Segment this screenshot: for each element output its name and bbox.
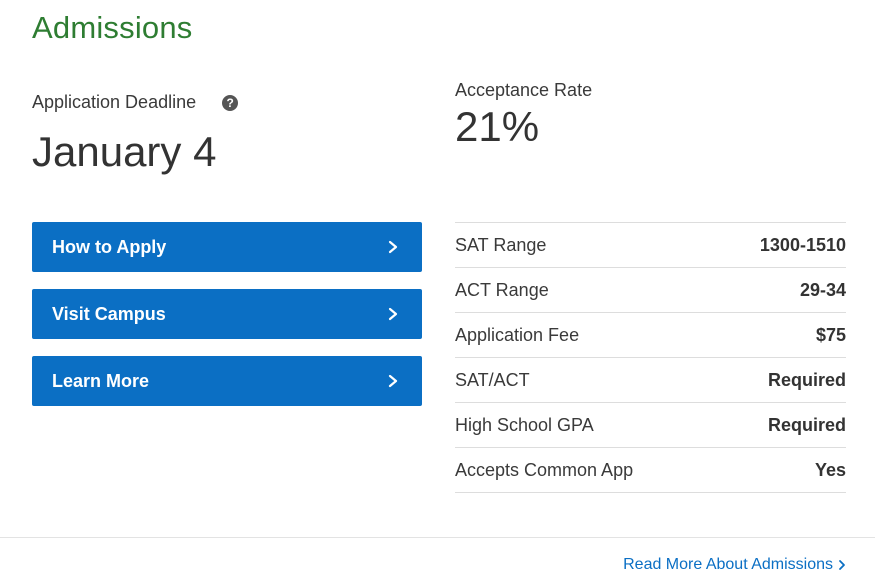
stat-label: Accepts Common App xyxy=(455,459,634,480)
learn-more-button[interactable]: Learn More xyxy=(32,356,422,406)
chevron-right-icon xyxy=(839,560,845,570)
chevron-right-icon xyxy=(388,240,398,254)
read-more-label: Read More About Admissions xyxy=(623,556,833,573)
stat-label: Application Fee xyxy=(455,324,580,345)
read-more-admissions-link[interactable]: Read More About Admissions xyxy=(623,556,847,574)
visit-campus-button[interactable]: Visit Campus xyxy=(32,289,422,339)
deadline-value: January 4 xyxy=(32,128,217,175)
stat-row: ACT Range 29-34 xyxy=(455,268,846,313)
admissions-stats-table: SAT Range 1300-1510 ACT Range 29-34 Appl… xyxy=(455,222,846,493)
stat-row: High School GPA Required xyxy=(455,403,846,448)
button-label: Visit Campus xyxy=(52,303,166,324)
stat-row: SAT Range 1300-1510 xyxy=(455,223,846,268)
deadline-label: Application Deadline xyxy=(32,92,197,112)
stat-value: 29-34 xyxy=(799,279,846,300)
stat-value: Required xyxy=(767,414,846,435)
stat-row: SAT/ACT Required xyxy=(455,358,846,403)
chevron-right-icon xyxy=(388,307,398,321)
footer-divider xyxy=(0,537,875,538)
stat-row: Application Fee $75 xyxy=(455,313,846,358)
stat-label: SAT Range xyxy=(455,234,547,255)
chevron-right-icon xyxy=(388,374,398,388)
button-label: How to Apply xyxy=(52,236,167,257)
how-to-apply-button[interactable]: How to Apply xyxy=(32,222,422,272)
stat-label: ACT Range xyxy=(455,279,549,300)
button-label: Learn More xyxy=(52,370,150,391)
acceptance-rate-label: Acceptance Rate xyxy=(455,80,593,100)
stat-value: Yes xyxy=(814,459,846,480)
stat-row: Accepts Common App Yes xyxy=(455,448,846,493)
stat-value: Required xyxy=(767,369,846,390)
stat-value: $75 xyxy=(815,324,846,345)
deadline-label-row: Application Deadline ? xyxy=(32,92,239,113)
section-title: Admissions xyxy=(32,10,193,45)
stat-value: 1300-1510 xyxy=(759,234,846,255)
stat-label: High School GPA xyxy=(455,414,594,435)
stat-label: SAT/ACT xyxy=(455,369,530,390)
question-circle-icon[interactable]: ? xyxy=(222,94,239,111)
acceptance-rate-value: 21% xyxy=(455,103,540,150)
